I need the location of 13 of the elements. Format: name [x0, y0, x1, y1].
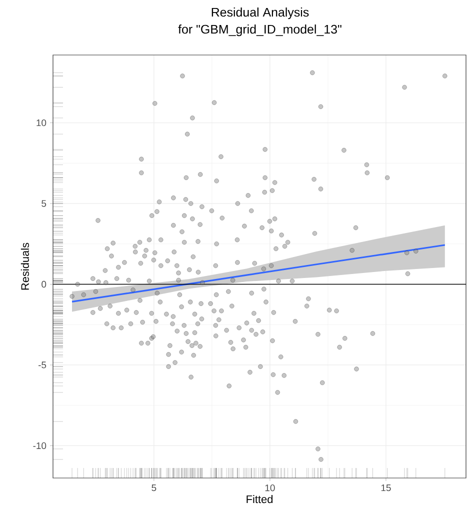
x-tick-label: 15: [381, 484, 391, 492]
chart-subtitle: for "GBM_grid_ID_model_13": [178, 24, 342, 36]
x-tick-label: 5: [152, 484, 156, 492]
y-tick-label: 0: [42, 280, 46, 288]
y-tick-label: -5: [38, 362, 46, 368]
y-axis-title: Residuals: [20, 242, 29, 290]
x-tick-label: 10: [265, 484, 275, 492]
y-tick-label: 10: [36, 119, 46, 126]
x-axis-title: Fitted: [246, 495, 272, 504]
y-tick-label: 5: [42, 200, 46, 207]
y-tick-label: -10: [33, 442, 46, 450]
chart-title: Residual Analysis: [212, 8, 309, 20]
line-series: [71, 244, 446, 302]
